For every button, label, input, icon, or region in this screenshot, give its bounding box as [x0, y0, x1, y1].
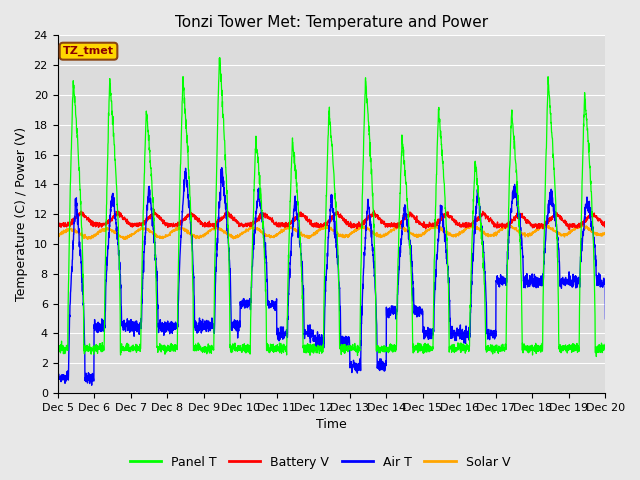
Air T	[54, 369, 61, 374]
Air T	[116, 276, 124, 281]
Battery V	[591, 213, 599, 219]
Solar V	[264, 233, 271, 239]
Air T	[602, 316, 609, 322]
Legend: Panel T, Battery V, Air T, Solar V: Panel T, Battery V, Air T, Solar V	[125, 451, 515, 474]
Solar V	[532, 227, 540, 233]
Air T	[532, 280, 540, 286]
Panel T	[288, 157, 296, 163]
Battery V	[54, 223, 61, 228]
Title: Tonzi Tower Met: Temperature and Power: Tonzi Tower Met: Temperature and Power	[175, 15, 488, 30]
Solar V	[579, 221, 586, 227]
Line: Panel T: Panel T	[58, 58, 605, 357]
Solar V	[116, 234, 124, 240]
Air T	[288, 232, 296, 238]
Panel T	[593, 354, 600, 360]
Panel T	[532, 341, 540, 347]
Air T	[591, 244, 599, 250]
Battery V	[116, 212, 124, 218]
Text: TZ_tmet: TZ_tmet	[63, 46, 114, 56]
Solar V	[602, 230, 609, 236]
Battery V	[602, 224, 609, 229]
Panel T	[116, 294, 124, 300]
Air T	[264, 302, 272, 308]
Solar V	[54, 233, 61, 239]
Solar V	[591, 229, 599, 235]
Battery V	[264, 215, 271, 220]
Y-axis label: Temperature (C) / Power (V): Temperature (C) / Power (V)	[15, 127, 28, 301]
X-axis label: Time: Time	[316, 419, 347, 432]
Battery V	[532, 221, 540, 227]
Air T	[149, 217, 157, 223]
Panel T	[591, 298, 598, 303]
Panel T	[602, 341, 609, 347]
Air T	[88, 383, 95, 388]
Line: Battery V: Battery V	[58, 209, 605, 230]
Line: Air T: Air T	[58, 168, 605, 385]
Air T	[218, 165, 226, 170]
Solar V	[149, 229, 157, 235]
Battery V	[566, 227, 573, 233]
Battery V	[288, 220, 296, 226]
Solar V	[288, 224, 296, 230]
Battery V	[150, 206, 158, 212]
Panel T	[54, 346, 61, 352]
Solar V	[122, 236, 129, 242]
Panel T	[264, 347, 271, 353]
Line: Solar V: Solar V	[58, 224, 605, 239]
Battery V	[148, 212, 156, 218]
Panel T	[216, 55, 223, 60]
Panel T	[148, 197, 156, 203]
